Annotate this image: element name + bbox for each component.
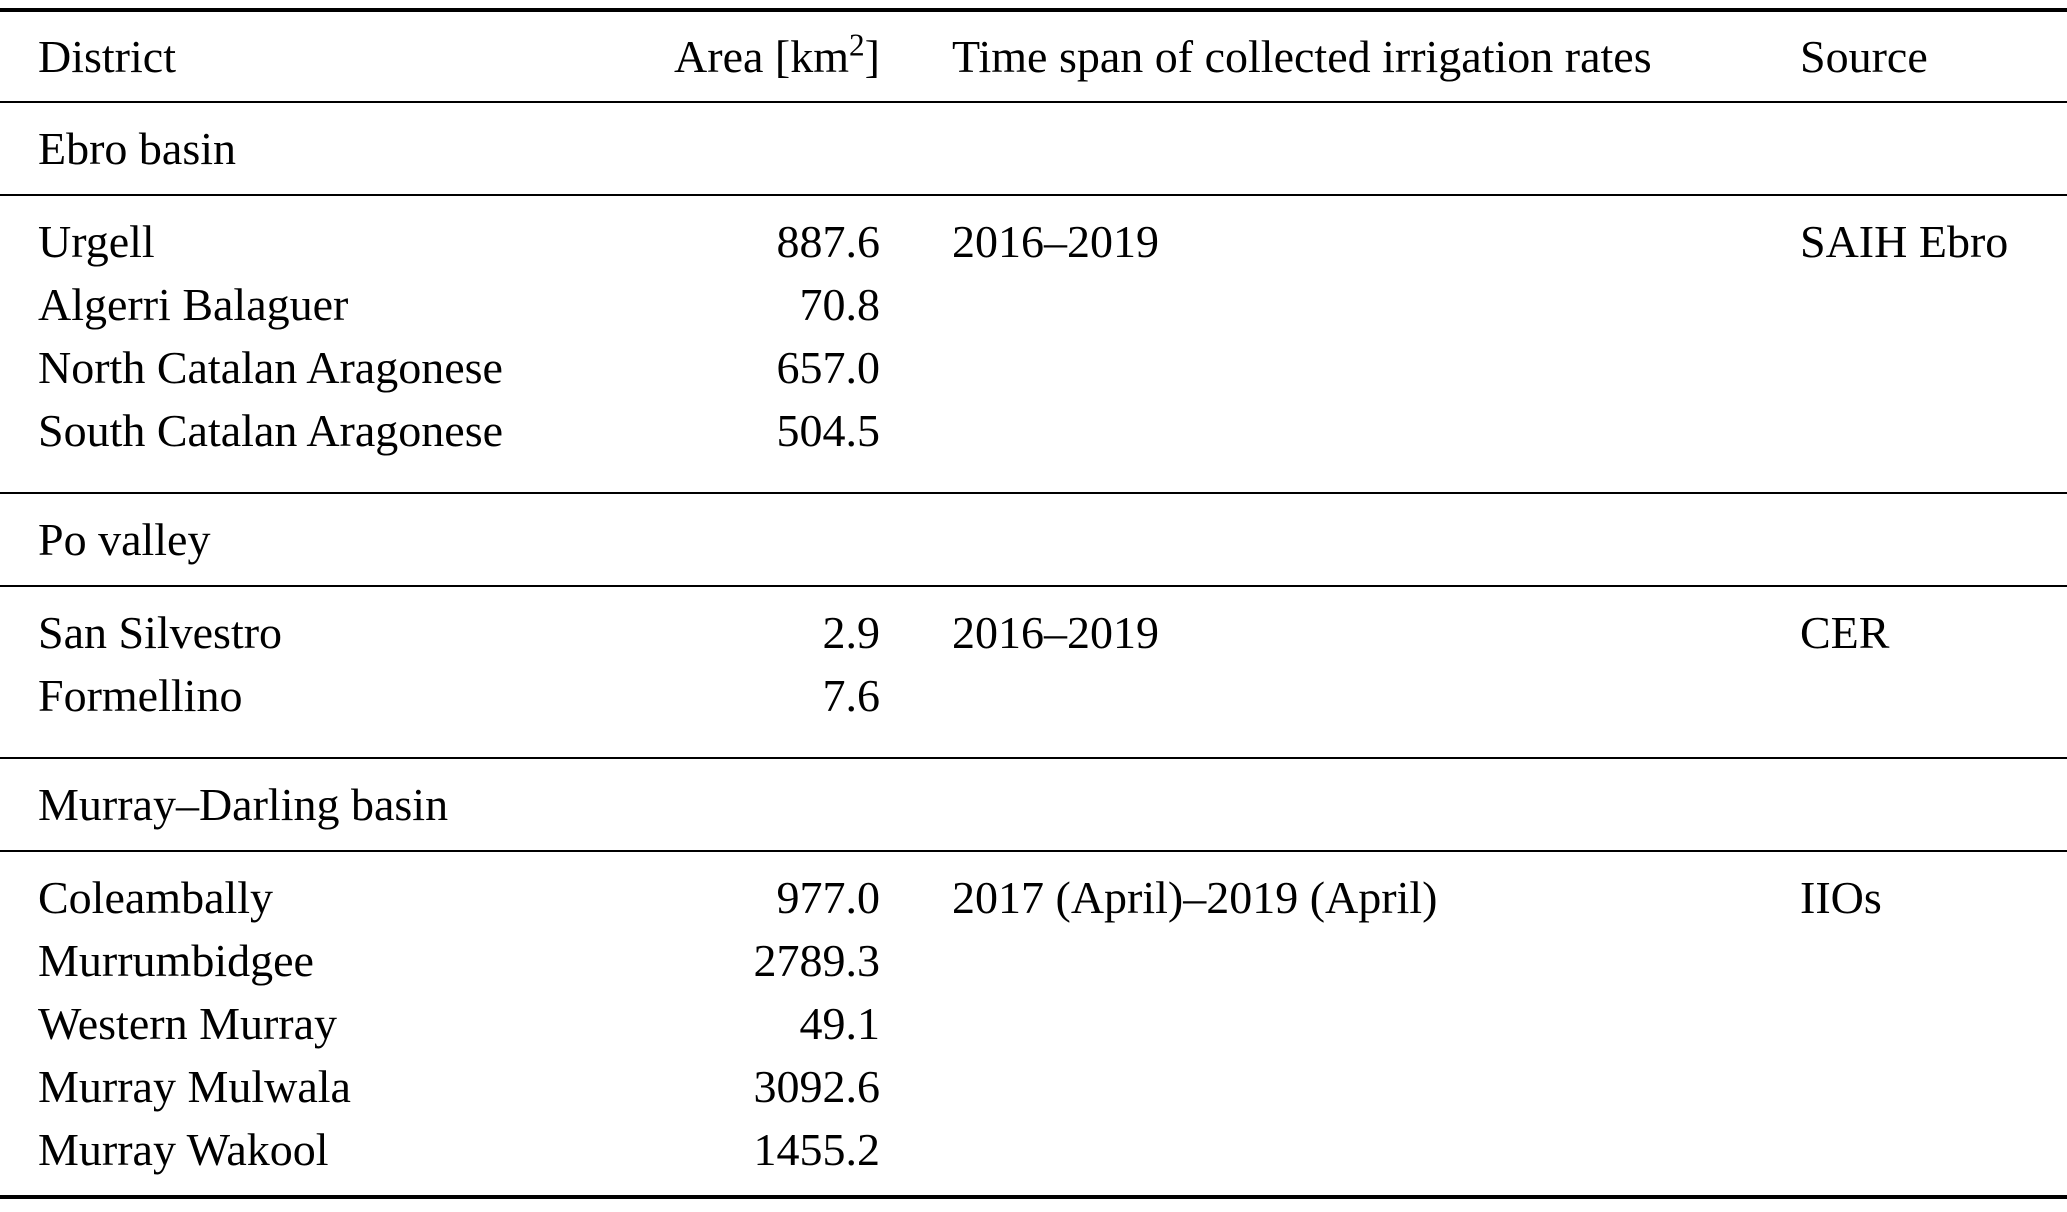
district-cell: Formellino [38,670,243,721]
area-cell: 49.1 [799,998,881,1049]
table-row: Coleambally 977.0 2017 (April)–2019 (Apr… [0,851,2067,929]
col-header-district: District [0,10,600,103]
area-cell: 2789.3 [753,935,881,986]
area-cell: 657.0 [776,342,881,393]
area-unit-prefix: Area [km [674,31,850,82]
area-cell: 1455.2 [753,1124,881,1175]
source-cell [1780,273,2067,336]
timespan-cell [880,336,1780,399]
source-cell [1780,929,2067,992]
source-cell [1780,1118,2067,1197]
timespan-cell [880,1055,1780,1118]
table-row: Murrumbidgee 2789.3 [0,929,2067,992]
table-row: Murray Wakool 1455.2 [0,1118,2067,1197]
source-cell: SAIH Ebro [1800,216,2009,267]
district-cell: North Catalan Aragonese [38,342,503,393]
section-row-murray-darling-basin: Murray–Darling basin [0,757,2067,852]
section-row-po-valley: Po valley [0,492,2067,587]
timespan-cell [880,1118,1780,1197]
timespan-cell: 2017 (April)–2019 (April) [952,872,1438,923]
source-cell [1780,336,2067,399]
timespan-cell [880,929,1780,992]
table-row: Urgell 887.6 2016–2019 SAIH Ebro [0,195,2067,273]
source-cell [1780,664,2067,758]
area-cell: 2.9 [822,607,881,658]
district-cell: Western Murray [38,998,338,1049]
col-header-source: Source [1780,10,2067,103]
source-cell [1780,1055,2067,1118]
table-row: Western Murray 49.1 [0,992,2067,1055]
district-cell: Murray Mulwala [38,1061,351,1112]
timespan-cell [880,664,1780,758]
area-cell: 887.6 [776,216,881,267]
section-title: Murray–Darling basin [0,757,2067,852]
source-cell: CER [1800,607,1890,658]
irrigation-districts-table: District Area [km2] Time span of collect… [0,8,2067,1199]
table-row: San Silvestro 2.9 2016–2019 CER [0,586,2067,664]
section-row-ebro-basin: Ebro basin [0,101,2067,196]
table-row: Algerri Balaguer 70.8 [0,273,2067,336]
timespan-cell [880,992,1780,1055]
district-cell: South Catalan Aragonese [38,405,504,456]
table-header: District Area [km2] Time span of collect… [0,10,2067,103]
area-cell: 70.8 [799,279,881,330]
table-row: South Catalan Aragonese 504.5 [0,399,2067,493]
source-cell [1780,992,2067,1055]
table-body: Ebro basin Urgell 887.6 2016–2019 SAIH E… [0,101,2067,1197]
source-cell: IIOs [1800,872,1882,923]
table-row: North Catalan Aragonese 657.0 [0,336,2067,399]
district-cell: Murrumbidgee [38,935,314,986]
header-row: District Area [km2] Time span of collect… [0,10,2067,103]
district-cell: Murray Wakool [38,1124,329,1175]
col-header-area: Area [km2] [600,10,880,103]
table-row: Formellino 7.6 [0,664,2067,758]
area-cell: 7.6 [822,670,881,721]
section-title: Ebro basin [0,101,2067,196]
area-cell: 3092.6 [753,1061,881,1112]
area-unit-suffix: ] [864,31,880,82]
section-title: Po valley [0,492,2067,587]
timespan-cell: 2016–2019 [952,607,1159,658]
district-cell: Urgell [38,216,155,267]
district-cell: Coleambally [38,872,274,923]
source-cell [1780,399,2067,493]
area-cell: 977.0 [776,872,881,923]
timespan-cell: 2016–2019 [952,216,1159,267]
timespan-cell [880,273,1780,336]
district-cell: Algerri Balaguer [38,279,349,330]
area-cell: 504.5 [776,405,881,456]
district-cell: San Silvestro [38,607,283,658]
area-unit-exponent: 2 [849,27,865,63]
timespan-cell [880,399,1780,493]
col-header-timespan: Time span of collected irrigation rates [880,10,1780,103]
table-row: Murray Mulwala 3092.6 [0,1055,2067,1118]
